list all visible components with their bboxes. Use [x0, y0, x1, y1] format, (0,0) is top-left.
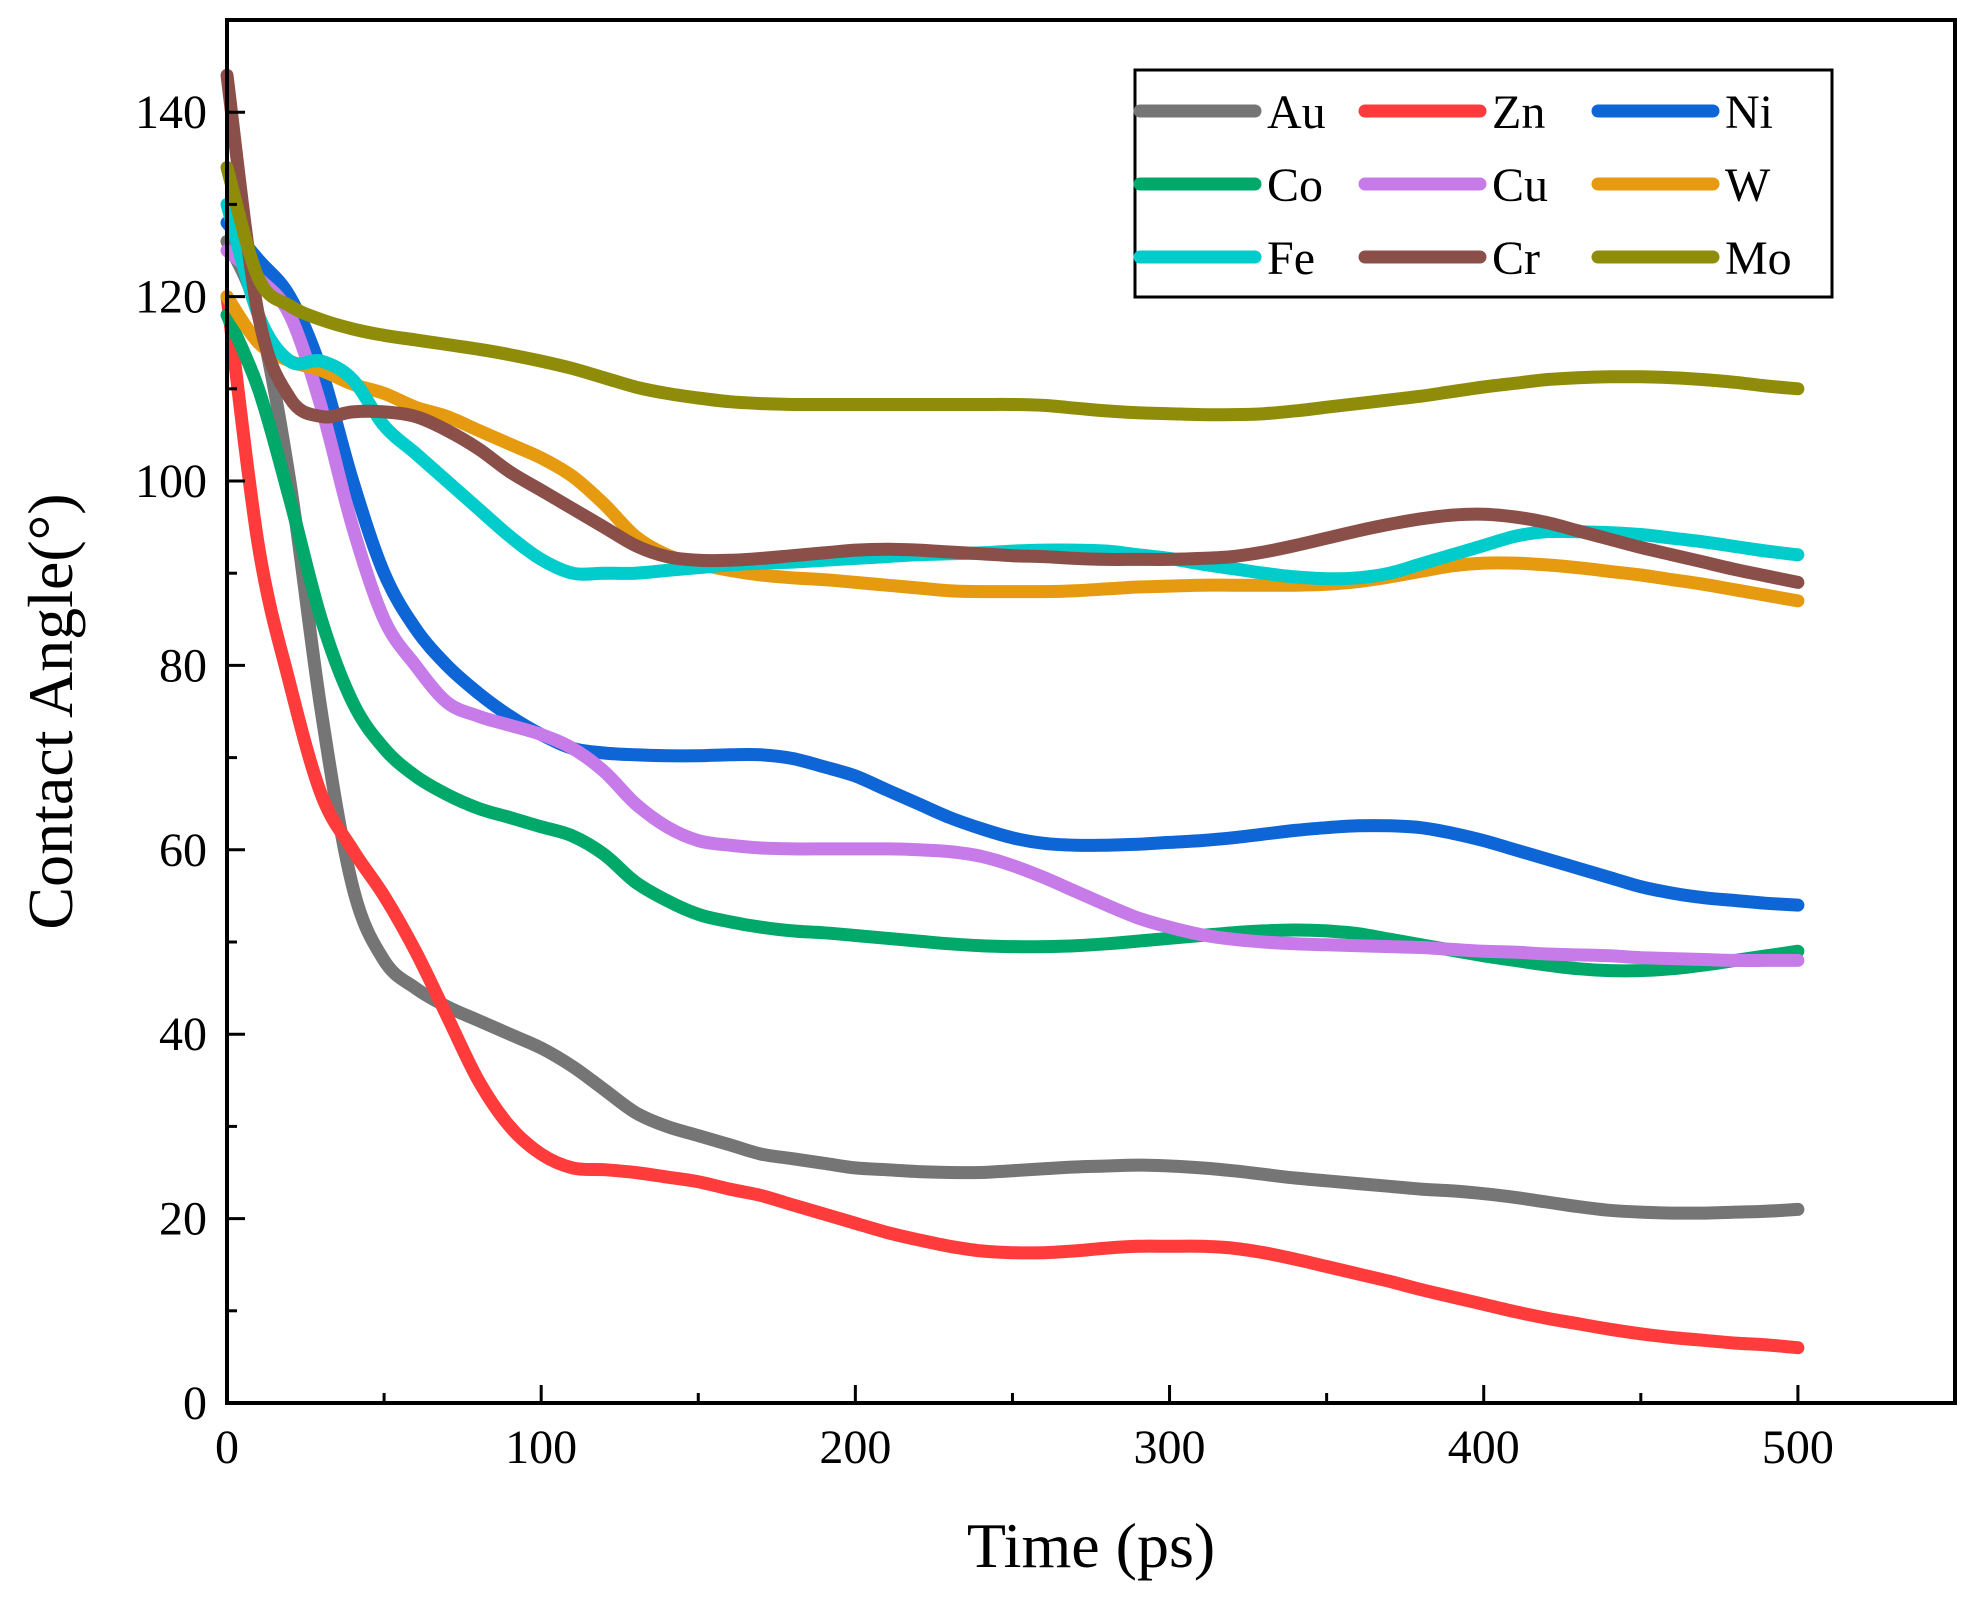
y-tick-label: 100 — [135, 455, 207, 508]
x-tick-label: 0 — [215, 1421, 239, 1474]
series-line-cr — [220, 68, 1805, 589]
legend-label-au: Au — [1267, 86, 1326, 139]
legend-label-co: Co — [1267, 159, 1323, 212]
y-axis-ticks: 0 20 40 60 80 100 120 140 — [135, 18, 245, 1430]
legend-label-ni: Ni — [1725, 86, 1773, 139]
x-tick-label: 500 — [1762, 1421, 1834, 1474]
legend-label-w: W — [1725, 159, 1771, 212]
series-line-cu — [220, 244, 1805, 967]
series-line-au — [220, 234, 1805, 1220]
series-line-ni — [220, 216, 1805, 912]
legend-label-zn: Zn — [1492, 86, 1545, 139]
series-line-co — [220, 308, 1805, 978]
plot-frame — [225, 18, 1957, 1405]
y-tick-label: 140 — [135, 86, 207, 139]
y-tick-label: 20 — [159, 1193, 207, 1246]
legend-label-mo: Mo — [1725, 232, 1792, 285]
y-axis-title: Contact Angle(°) — [15, 493, 86, 929]
y-tick-label: 0 — [183, 1377, 207, 1430]
legend: Au Zn Ni Co Cu W Fe Cr Mo — [1133, 68, 1834, 299]
y-tick-label: 120 — [135, 271, 207, 324]
x-tick-label: 400 — [1448, 1421, 1520, 1474]
series-line-mo — [220, 161, 1805, 422]
legend-label-fe: Fe — [1267, 232, 1315, 285]
y-tick-label: 40 — [159, 1008, 207, 1061]
x-tick-label: 100 — [505, 1421, 577, 1474]
legend-label-cu: Cu — [1492, 159, 1548, 212]
y-tick-label: 80 — [159, 639, 207, 692]
x-axis-title: Time (ps) — [967, 1510, 1215, 1581]
y-tick-label: 60 — [159, 824, 207, 877]
series-lines — [220, 68, 1805, 1355]
legend-label-cr: Cr — [1492, 232, 1540, 285]
x-tick-label: 200 — [819, 1421, 891, 1474]
x-tick-label: 300 — [1134, 1421, 1206, 1474]
series-line-w — [220, 290, 1805, 608]
series-line-zn — [220, 290, 1805, 1355]
x-axis-ticks: 0 100 200 300 400 500 — [215, 1385, 1957, 1474]
